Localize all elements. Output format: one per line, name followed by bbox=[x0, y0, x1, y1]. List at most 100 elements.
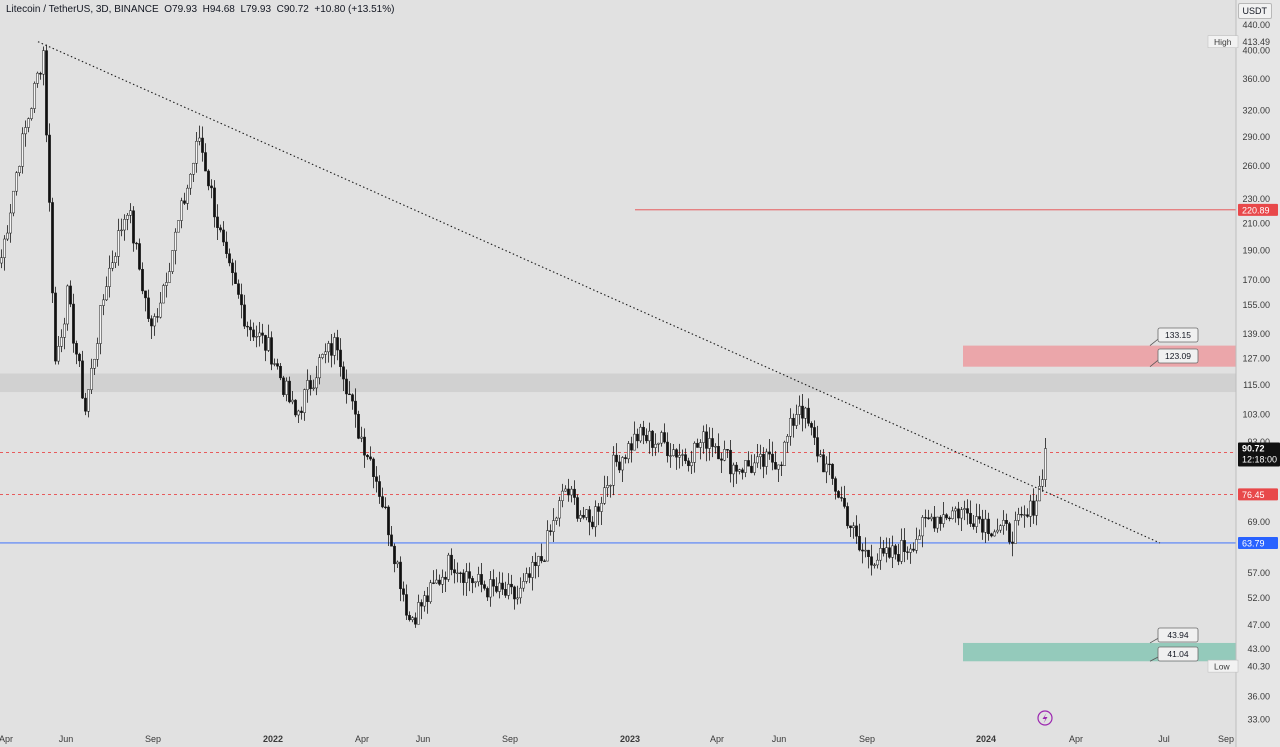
candle-body bbox=[363, 436, 366, 456]
candle-body bbox=[597, 506, 600, 512]
candle-body bbox=[150, 318, 153, 327]
candle-body bbox=[162, 285, 165, 304]
candle-body bbox=[423, 595, 426, 607]
candle-body bbox=[471, 578, 474, 584]
price-tick-label: 127.00 bbox=[1242, 353, 1270, 363]
candle-body bbox=[942, 514, 945, 524]
candle-body bbox=[441, 576, 444, 585]
candle-body bbox=[258, 332, 261, 337]
candle-body bbox=[822, 454, 825, 473]
time-tick-label: Jun bbox=[416, 734, 431, 744]
candle-body bbox=[180, 200, 183, 221]
candle-body bbox=[666, 441, 669, 457]
candle-body bbox=[975, 516, 978, 527]
low-tag bbox=[1207, 659, 1239, 673]
callout-label: 43.94 bbox=[1167, 630, 1189, 640]
candle-body bbox=[819, 454, 822, 457]
ohlc-high: H94.68 bbox=[202, 4, 235, 15]
ohlc-change: +10.80 (+13.51%) bbox=[314, 4, 395, 15]
lightning-icon[interactable] bbox=[1037, 710, 1053, 726]
candle-body bbox=[540, 556, 543, 562]
candle-body bbox=[336, 337, 339, 351]
candle-body bbox=[684, 454, 687, 462]
ohlc-open: O79.93 bbox=[164, 4, 198, 15]
candle-body bbox=[789, 417, 792, 437]
candle-body bbox=[399, 561, 402, 590]
candle-body bbox=[324, 351, 327, 355]
callout-box bbox=[1157, 627, 1199, 643]
candle-body bbox=[186, 187, 189, 204]
time-tick-label: Sep bbox=[1218, 734, 1234, 744]
candle-body bbox=[579, 514, 582, 519]
candle-body bbox=[744, 460, 747, 473]
candle-body bbox=[327, 343, 330, 353]
candle-body bbox=[969, 512, 972, 524]
candle-body bbox=[432, 582, 435, 584]
candle-body bbox=[630, 443, 633, 451]
candle-body bbox=[231, 262, 234, 274]
candle-body bbox=[825, 463, 828, 473]
candle-body bbox=[729, 449, 732, 475]
candle-body bbox=[576, 497, 579, 519]
symbol-interval[interactable]: 3D bbox=[95, 4, 109, 15]
candle-body bbox=[606, 485, 609, 489]
candle-body bbox=[654, 443, 657, 448]
level-tag-bg bbox=[1238, 536, 1278, 549]
candle-body bbox=[795, 414, 798, 426]
candle-body bbox=[195, 141, 198, 164]
candle-body bbox=[360, 436, 363, 439]
time-tick-label: Apr bbox=[0, 734, 13, 744]
candle-body bbox=[963, 508, 966, 510]
price-tick-label: 230.00 bbox=[1242, 194, 1270, 204]
candle-body bbox=[465, 571, 468, 583]
candle-body bbox=[75, 343, 78, 355]
candle-body bbox=[537, 556, 540, 567]
candle-body bbox=[348, 393, 351, 396]
candle-body bbox=[516, 597, 519, 600]
candle-body bbox=[816, 437, 819, 457]
time-tick-label: Apr bbox=[710, 734, 724, 744]
candle-body bbox=[18, 166, 21, 174]
candle-body bbox=[99, 305, 102, 344]
candle-body bbox=[936, 516, 939, 529]
candle-body bbox=[1029, 500, 1032, 517]
candle-body bbox=[534, 561, 537, 567]
price-tick-label: 139.00 bbox=[1242, 329, 1270, 339]
candle-body bbox=[144, 290, 147, 299]
candle-body bbox=[966, 508, 969, 514]
candle-body bbox=[285, 380, 288, 395]
candle-body bbox=[945, 514, 948, 519]
candle-body bbox=[753, 462, 756, 473]
candle-body bbox=[126, 215, 129, 220]
candle-body bbox=[351, 394, 354, 402]
price-tick-label: 320.00 bbox=[1242, 105, 1270, 115]
price-tick-label: 47.00 bbox=[1247, 620, 1270, 630]
candle-body bbox=[6, 232, 9, 240]
candle-body bbox=[33, 83, 36, 109]
candle-body bbox=[600, 503, 603, 512]
price-tick-label: 52.00 bbox=[1247, 593, 1270, 603]
candle-body bbox=[243, 304, 246, 327]
symbol-name[interactable]: Litecoin / TetherUS bbox=[6, 4, 91, 15]
candle-body bbox=[993, 531, 996, 537]
currency-badge[interactable]: USDT bbox=[1237, 3, 1272, 19]
candle-body bbox=[1032, 500, 1035, 516]
candle-body bbox=[255, 336, 258, 338]
callout-box bbox=[1157, 646, 1199, 662]
candle-body bbox=[489, 579, 492, 598]
candle-body bbox=[393, 545, 396, 565]
callout-box bbox=[1157, 327, 1199, 343]
lightning-icon-bolt bbox=[1042, 713, 1048, 724]
level-tag: 63.79 bbox=[1242, 538, 1265, 548]
last-price-label: 90.72 bbox=[1242, 444, 1265, 454]
candle-body bbox=[486, 588, 489, 598]
candle-body bbox=[303, 389, 306, 413]
candle-body bbox=[990, 533, 993, 537]
price-tick-label: 260.00 bbox=[1242, 161, 1270, 171]
candle-body bbox=[510, 583, 513, 588]
candle-body bbox=[402, 588, 405, 595]
candle-body bbox=[90, 368, 93, 390]
candle-body bbox=[612, 454, 615, 486]
